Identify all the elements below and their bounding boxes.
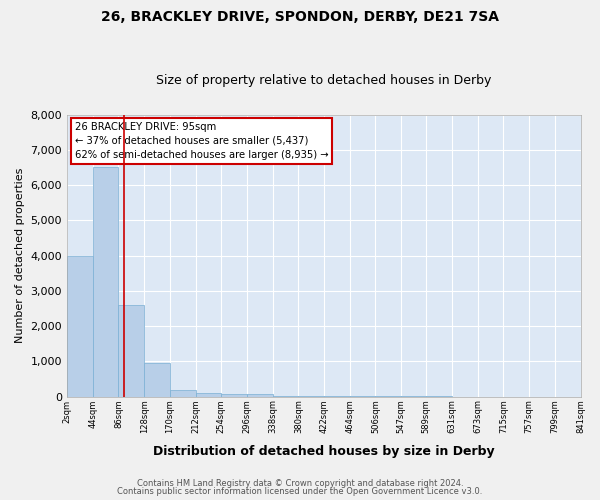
Bar [118, 305, 144, 396]
Text: 26 BRACKLEY DRIVE: 95sqm
← 37% of detached houses are smaller (5,437)
62% of sem: 26 BRACKLEY DRIVE: 95sqm ← 37% of detach… [75, 122, 328, 160]
Bar [247, 394, 272, 396]
Bar [93, 168, 118, 396]
Y-axis label: Number of detached properties: Number of detached properties [15, 168, 25, 344]
Bar [221, 394, 247, 396]
Bar [144, 363, 170, 396]
Text: Contains HM Land Registry data © Crown copyright and database right 2024.: Contains HM Land Registry data © Crown c… [137, 478, 463, 488]
Bar [170, 390, 196, 396]
Bar [67, 256, 93, 396]
Text: 26, BRACKLEY DRIVE, SPONDON, DERBY, DE21 7SA: 26, BRACKLEY DRIVE, SPONDON, DERBY, DE21… [101, 10, 499, 24]
Title: Size of property relative to detached houses in Derby: Size of property relative to detached ho… [156, 74, 491, 87]
Bar [196, 393, 221, 396]
Text: Contains public sector information licensed under the Open Government Licence v3: Contains public sector information licen… [118, 487, 482, 496]
X-axis label: Distribution of detached houses by size in Derby: Distribution of detached houses by size … [153, 444, 494, 458]
